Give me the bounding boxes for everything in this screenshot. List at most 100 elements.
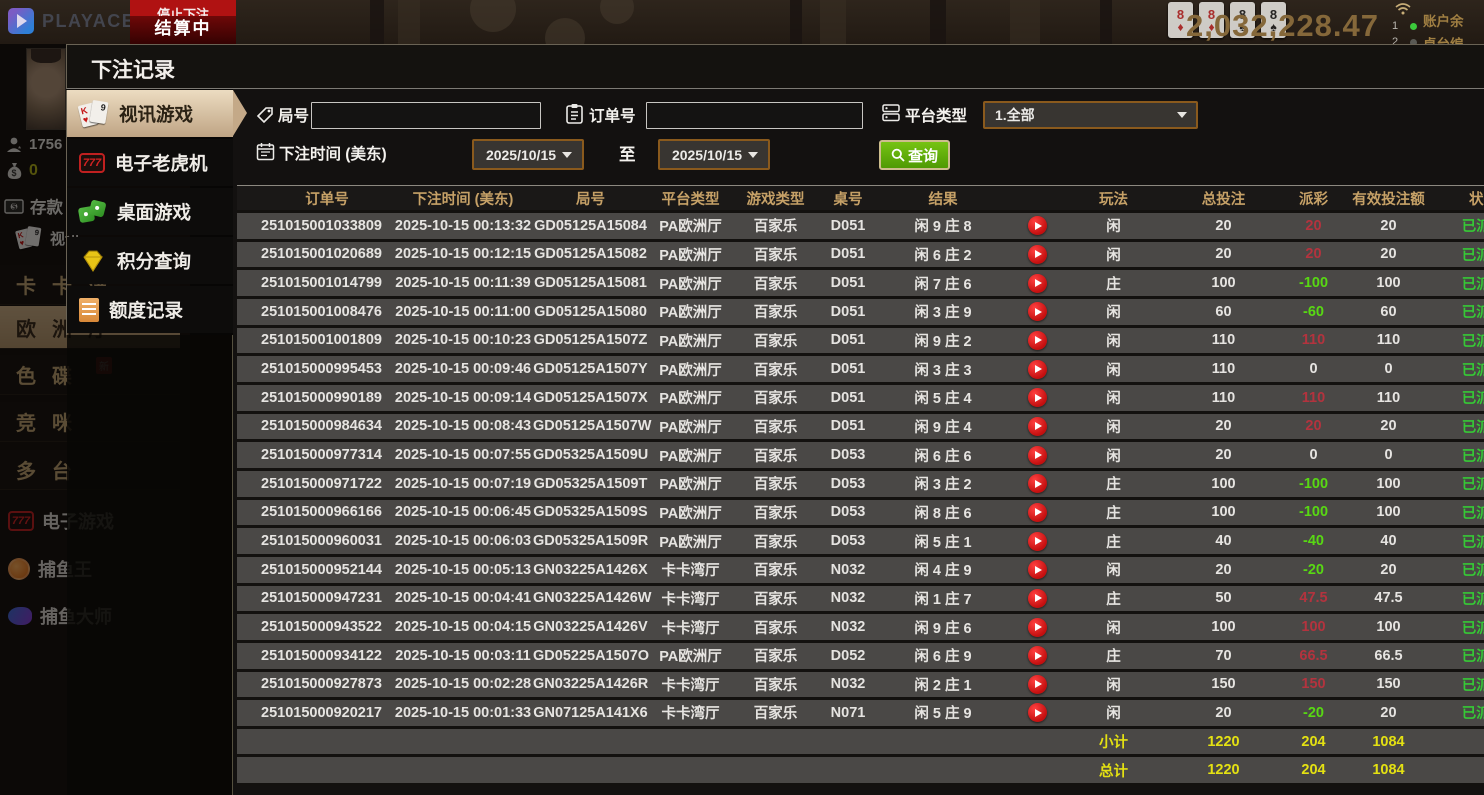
cell-bet-time: 2025-10-15 00:03:11 (395, 647, 531, 664)
play-video-button[interactable] (1027, 445, 1047, 465)
menu-item-points-query[interactable]: 积分查询 (67, 237, 233, 284)
status-badge: 已派彩 (1461, 477, 1484, 494)
cell-total-bet: 40 (1215, 533, 1232, 550)
play-video-button[interactable] (1027, 244, 1047, 264)
summary-valid-bet: 1084 (1372, 733, 1405, 750)
cell-payout: 20 (1305, 418, 1322, 435)
play-video-button[interactable] (1027, 502, 1047, 522)
table-row: 251015000966166 2025-10-15 00:06:45 GD0532… (237, 499, 1484, 529)
playing-card: 8 ♦ (1199, 2, 1224, 38)
cell-status: 已派彩 (1436, 559, 1484, 580)
dialog-menu-panel (67, 335, 233, 795)
play-icon (1034, 451, 1042, 460)
play-video-button[interactable] (1027, 273, 1047, 293)
play-icon (1034, 623, 1042, 632)
platform-select[interactable]: 1.全部 (983, 101, 1198, 129)
play-video-button[interactable] (1027, 302, 1047, 322)
backdrop-stripe (820, 0, 846, 44)
menu-item-table-games[interactable]: 桌面游戏 (67, 188, 233, 235)
cell-table-number: N032 (830, 676, 866, 693)
cell-status: 已派彩 (1436, 473, 1484, 494)
status-badge: 已派彩 (1461, 563, 1484, 580)
cell-status: 已派彩 (1436, 244, 1484, 265)
playing-card: 8 ♠ (1230, 2, 1255, 38)
cell-platform: PA欧洲厅 (659, 276, 722, 293)
play-video-button[interactable] (1027, 588, 1047, 608)
play-video-button[interactable] (1027, 674, 1047, 694)
cell-platform: PA欧洲厅 (659, 649, 722, 666)
column-header-table: 桌号 (833, 191, 863, 208)
cell-total-bet: 20 (1215, 217, 1232, 234)
search-icon (891, 148, 905, 162)
cell-play (1008, 703, 1066, 723)
cell-payout: 100 (1301, 619, 1326, 636)
cell-platform: 卡卡湾厅 (661, 677, 720, 694)
cell-play (1008, 474, 1066, 494)
play-video-button[interactable] (1027, 388, 1047, 408)
date-to-select[interactable]: 2025/10/15 (658, 139, 770, 170)
order-number-input[interactable] (646, 102, 863, 129)
dealt-cards: 8 ♦ 8 ♦ 8 ♠ 8 ♠ (1168, 2, 1286, 38)
table-row: 251015000995453 2025-10-15 00:09:46 GD0512… (237, 356, 1484, 385)
column-header-status: 状态 (1469, 191, 1484, 208)
menu-item-slots[interactable]: 777 电子老虎机 (67, 139, 233, 186)
play-video-button[interactable] (1027, 359, 1047, 379)
round-number-input[interactable] (311, 102, 541, 129)
cell-bet-type: 闲 (1106, 362, 1121, 379)
backdrop-stripe (930, 0, 946, 44)
column-header-bet: 玩法 (1099, 191, 1128, 208)
cell-play (1008, 273, 1066, 293)
cell-game-type: 百家乐 (753, 419, 798, 436)
backdrop-stripe (398, 0, 420, 44)
play-video-button[interactable] (1027, 330, 1047, 350)
order-number-label: 订单号 (589, 108, 636, 125)
cell-bet-time: 2025-10-15 00:07:55 (394, 447, 532, 464)
menu-item-video-games[interactable]: K ♥ 9 视讯游戏 (67, 90, 247, 137)
table-row: 251015000990189 2025-10-15 00:09:14 GD0512… (237, 384, 1484, 414)
status-badge: 已派彩 (1461, 247, 1484, 264)
cell-bet-time: 2025-10-15 00:07:19 (394, 475, 532, 492)
cell-table-number: D051 (830, 418, 866, 435)
play-video-button[interactable] (1027, 216, 1047, 236)
playace-logo: PLAYACE (8, 8, 135, 34)
search-button[interactable]: 查询 (879, 140, 950, 170)
dialog-content: 局号 订单号 平台类型 1.全部 下注时间 (美东) 2025/10/15 至 … (233, 89, 1484, 795)
chevron-down-icon (562, 151, 573, 158)
cell-valid-bet: 20 (1380, 246, 1397, 263)
cell-total-bet: 20 (1215, 246, 1232, 263)
cell-payout: 110 (1301, 332, 1326, 349)
play-video-button[interactable] (1027, 474, 1047, 494)
cell-status: 已派彩 (1436, 645, 1484, 666)
play-video-button[interactable] (1027, 531, 1047, 551)
slot-icon: 777 (79, 152, 105, 173)
play-video-button[interactable] (1027, 560, 1047, 580)
cell-total-bet: 100 (1211, 504, 1236, 521)
dialog-menu: K ♥ 9 视讯游戏 777 电子老虎机 桌面游戏 积分查询 额度记录 (66, 90, 247, 335)
cell-valid-bet: 110 (1376, 332, 1401, 349)
cell-valid-bet: 110 (1376, 389, 1401, 406)
status-badge: 已派彩 (1461, 276, 1484, 293)
cell-game-type: 百家乐 (753, 276, 798, 293)
cell-game-type: 百家乐 (753, 448, 798, 465)
play-video-button[interactable] (1027, 703, 1047, 723)
cell-payout: 20 (1305, 217, 1322, 234)
cell-bet-time: 2025-10-15 00:10:23 (394, 332, 532, 349)
date-from-select[interactable]: 2025/10/15 (472, 139, 584, 170)
cell-total-bet: 110 (1211, 361, 1236, 378)
cell-valid-bet: 100 (1376, 504, 1401, 521)
play-video-button[interactable] (1027, 617, 1047, 637)
cell-payout: -20 (1303, 561, 1324, 578)
cell-play (1008, 359, 1066, 379)
cell-status: 已派彩 (1436, 416, 1484, 437)
cell-round-number: GN03225A1426W (533, 590, 652, 607)
cell-table-number: D051 (830, 303, 866, 320)
cell-valid-bet: 66.5 (1374, 647, 1403, 664)
cell-total-bet: 60 (1215, 303, 1232, 320)
column-header-platform: 平台类型 (661, 191, 720, 208)
cell-bet-time: 2025-10-15 00:13:32 (394, 217, 532, 234)
menu-item-quota-records[interactable]: 额度记录 (67, 286, 233, 333)
play-video-button[interactable] (1027, 416, 1047, 436)
cell-order-number: 251015000966166 (261, 504, 382, 521)
play-video-button[interactable] (1027, 646, 1047, 666)
cell-order-number: 251015000971722 (261, 475, 382, 492)
